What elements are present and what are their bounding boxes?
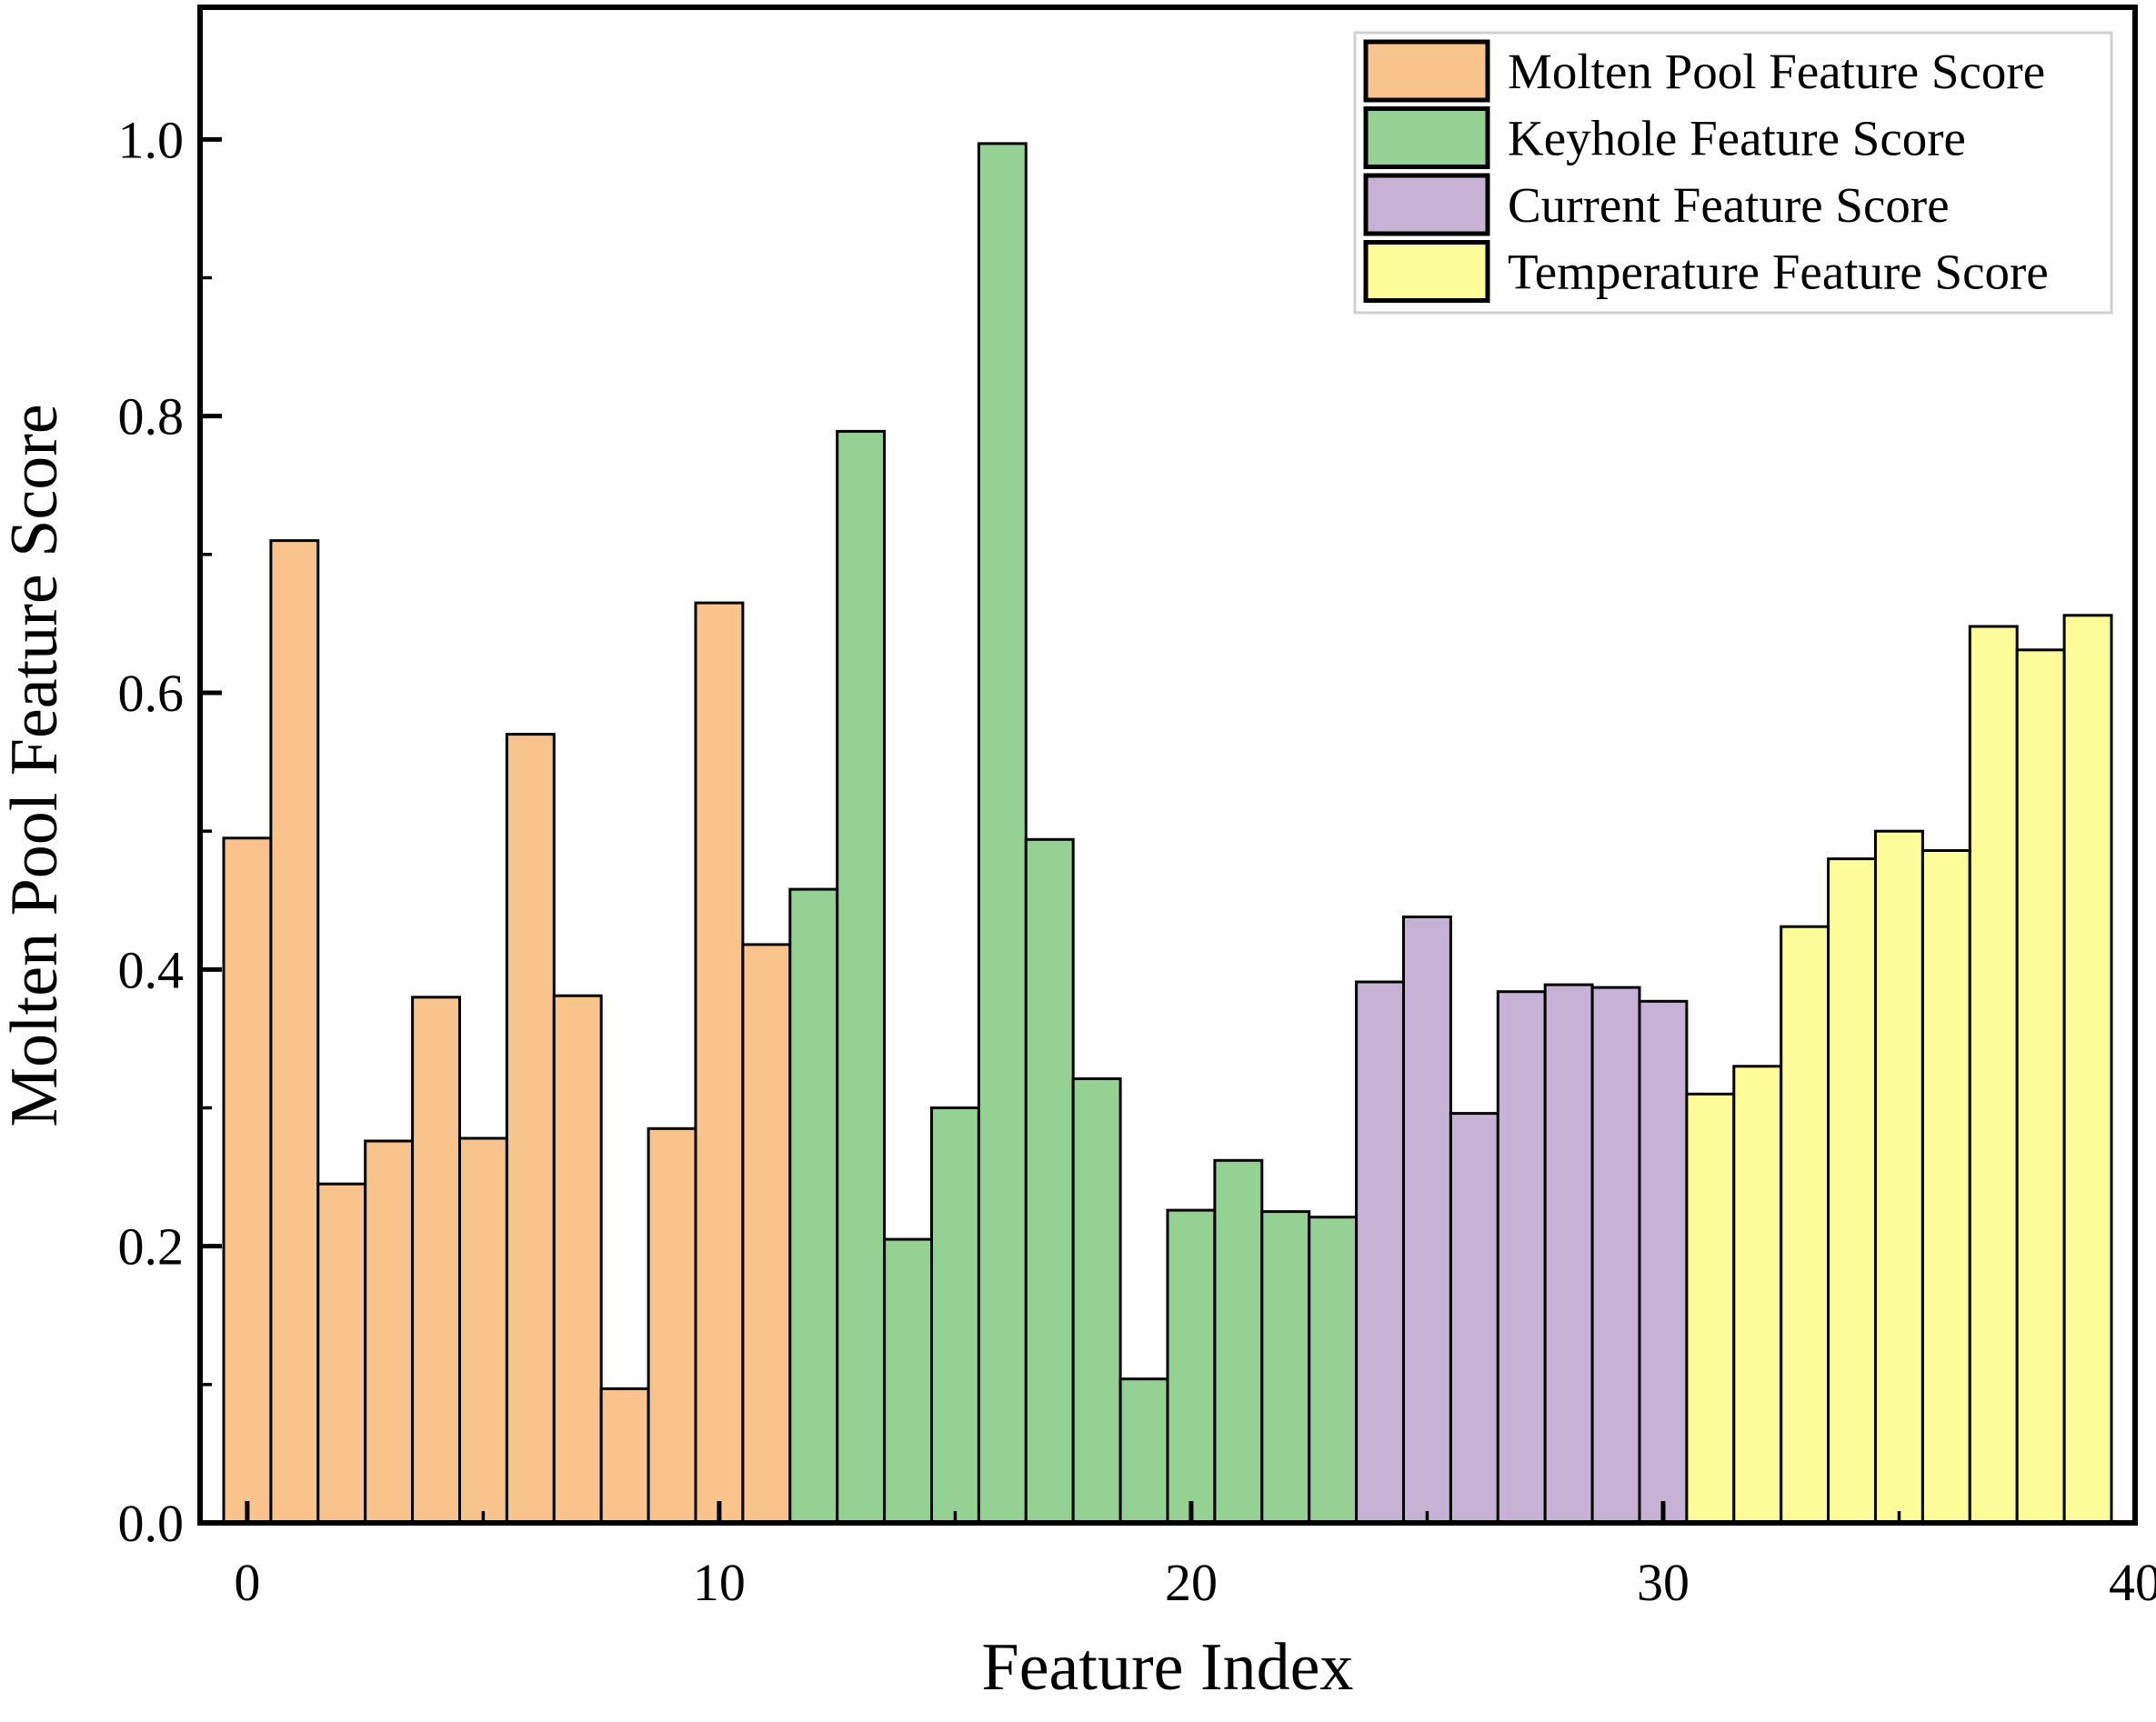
bar-27 bbox=[1496, 990, 1547, 1525]
y-tick-label: 0.4 bbox=[118, 940, 185, 999]
bar-21 bbox=[1213, 1158, 1264, 1525]
legend-swatch bbox=[1363, 39, 1490, 103]
bar-7 bbox=[552, 994, 603, 1525]
y-tick-label: 0.6 bbox=[118, 664, 185, 723]
bar-26 bbox=[1449, 1112, 1499, 1525]
bar-36 bbox=[1920, 849, 1971, 1525]
bar-13 bbox=[836, 429, 887, 1525]
legend: Molten Pool Feature Score Keyhole Feature… bbox=[1353, 31, 2113, 315]
bar-29 bbox=[1590, 986, 1641, 1525]
bar-5 bbox=[458, 1136, 508, 1525]
legend-item-3: Temperature Feature Score bbox=[1363, 240, 2049, 303]
bar-38 bbox=[2015, 648, 2066, 1525]
bar-22 bbox=[1260, 1210, 1311, 1525]
bar-30 bbox=[1638, 999, 1689, 1525]
plot-border bbox=[197, 5, 2138, 1526]
x-tick-label: 0 bbox=[234, 1553, 260, 1612]
legend-swatch bbox=[1363, 173, 1490, 236]
bar-20 bbox=[1166, 1208, 1217, 1525]
bar-34 bbox=[1827, 857, 1877, 1525]
y-tick-label: 0.0 bbox=[118, 1494, 185, 1553]
x-tick-label: 10 bbox=[693, 1553, 746, 1612]
bar-23 bbox=[1308, 1216, 1359, 1525]
legend-item-2: Current Feature Score bbox=[1363, 173, 1950, 236]
legend-swatch bbox=[1363, 106, 1490, 169]
legend-label: Temperature Feature Score bbox=[1508, 245, 2049, 300]
legend-swatch bbox=[1363, 240, 1490, 303]
legend-label: Current Feature Score bbox=[1508, 177, 1950, 233]
bar-4 bbox=[411, 996, 462, 1525]
bar-25 bbox=[1402, 916, 1452, 1525]
x-tick-label: 40 bbox=[2109, 1553, 2156, 1612]
bar-15 bbox=[930, 1106, 980, 1525]
legend-item-1: Keyhole Feature Score bbox=[1363, 106, 1966, 169]
bar-17 bbox=[1024, 837, 1075, 1525]
bar-16 bbox=[977, 142, 1028, 1525]
axes-frame bbox=[197, 5, 2138, 1526]
bar-39 bbox=[2062, 614, 2113, 1525]
bar-37 bbox=[1968, 625, 2019, 1525]
y-tick-label: 0.8 bbox=[118, 387, 185, 446]
bar-0 bbox=[222, 836, 273, 1525]
bar-32 bbox=[1732, 1065, 1783, 1525]
bar-24 bbox=[1355, 980, 1405, 1525]
x-tick-label: 30 bbox=[1637, 1553, 1690, 1612]
legend-label: Molten Pool Feature Score bbox=[1508, 44, 2045, 99]
y-axis-label: Molten Pool Feature Score bbox=[0, 404, 72, 1126]
bar-18 bbox=[1071, 1077, 1122, 1525]
bar-35 bbox=[1874, 829, 1924, 1525]
bar-1 bbox=[269, 539, 320, 1525]
bar-31 bbox=[1685, 1092, 1736, 1525]
bar-10 bbox=[694, 601, 745, 1525]
bar-9 bbox=[647, 1126, 697, 1525]
y-tick-label: 1.0 bbox=[118, 110, 185, 169]
bar-6 bbox=[505, 733, 556, 1525]
x-axis-label: Feature Index bbox=[982, 1630, 1354, 1705]
bar-33 bbox=[1780, 925, 1830, 1525]
bar-12 bbox=[788, 887, 839, 1525]
bar-11 bbox=[741, 943, 792, 1525]
legend-item-0: Molten Pool Feature Score bbox=[1363, 39, 2045, 103]
bar-14 bbox=[883, 1237, 933, 1525]
bar-28 bbox=[1543, 983, 1594, 1525]
legend-label: Keyhole Feature Score bbox=[1508, 111, 1966, 166]
bar-19 bbox=[1118, 1377, 1169, 1525]
tick-labels-layer: 0 10 20 30 40 0.0 0.2 0.4 0.6 0.8 1.0 bbox=[118, 110, 2156, 1612]
bar-2 bbox=[316, 1182, 367, 1525]
bars-layer bbox=[222, 142, 2113, 1525]
x-tick-label: 20 bbox=[1165, 1553, 1218, 1612]
bar-8 bbox=[599, 1387, 650, 1525]
bar-3 bbox=[364, 1139, 415, 1525]
y-tick-label: 0.2 bbox=[118, 1217, 185, 1276]
